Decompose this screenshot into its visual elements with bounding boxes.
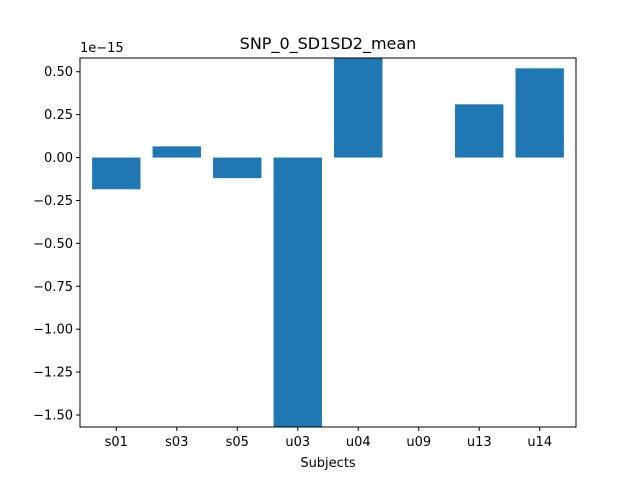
bar-s03 bbox=[152, 146, 201, 158]
x-tick-label: u13 bbox=[467, 435, 492, 450]
x-tick-label: s05 bbox=[226, 435, 249, 450]
x-tick-label: u03 bbox=[285, 435, 310, 450]
bar-s05 bbox=[213, 157, 262, 179]
y-tick-label: −1.00 bbox=[33, 323, 73, 338]
y-tick-label: −0.25 bbox=[33, 194, 73, 209]
x-tick-label: u09 bbox=[406, 435, 431, 450]
y-axis: 0.50 0.25 0.00 −0.25 −0.50 −0.75 −1.00 −1.25 −1.… bbox=[33, 65, 80, 423]
y-tick-label: 0.50 bbox=[44, 65, 73, 80]
plot-frame bbox=[79, 57, 577, 428]
x-tick-label: s03 bbox=[165, 435, 188, 450]
y-tick-label: 0.25 bbox=[44, 108, 73, 123]
y-tick-label: −0.50 bbox=[33, 237, 73, 252]
y-tick-label: −1.50 bbox=[33, 408, 73, 423]
y-tick-label: −1.25 bbox=[33, 366, 73, 381]
y-tick-label: −0.75 bbox=[33, 280, 73, 295]
chart-title: SNP_0_SD1SD2_mean bbox=[240, 34, 417, 54]
bar-u13 bbox=[455, 104, 504, 158]
x-axis-label: Subjects bbox=[300, 456, 356, 471]
x-tick-label: u04 bbox=[346, 435, 371, 450]
bar-u04 bbox=[334, 58, 383, 158]
x-tick-label: s01 bbox=[105, 435, 128, 450]
bars-group bbox=[92, 58, 564, 428]
bar-u14 bbox=[515, 68, 564, 158]
x-axis: s01 s03 s05 u03 u04 u09 u13 u14 bbox=[105, 427, 552, 450]
x-tick-label: u14 bbox=[527, 435, 552, 450]
y-tick-label: 0.00 bbox=[44, 151, 73, 166]
y-offset-text: 1e−15 bbox=[80, 41, 124, 56]
bar-u03 bbox=[273, 157, 322, 428]
bar-s01 bbox=[92, 157, 141, 190]
